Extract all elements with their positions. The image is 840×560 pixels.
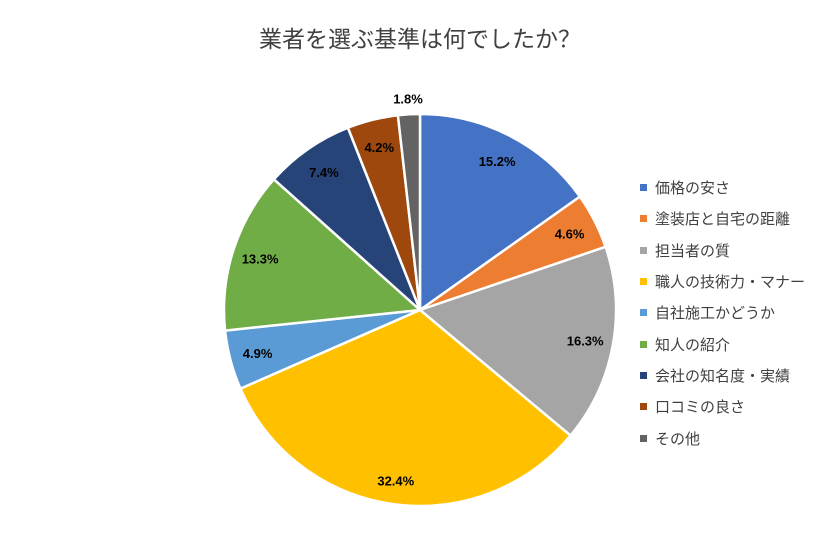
data-label: 4.2% — [364, 140, 394, 155]
legend-label: 自社施工かどうか — [655, 304, 776, 323]
legend-item: 口コミの良さ — [640, 391, 805, 422]
legend-label: 担当者の質 — [655, 241, 731, 260]
legend-swatch — [640, 246, 647, 254]
legend: 価格の安さ塗装店と自宅の距離 担当者の質職人の技術力・マナー 自社施工かどうか 知人の… — [640, 172, 805, 454]
legend-item: 知人の紹介 — [640, 328, 805, 359]
pie-slice — [222, 177, 423, 332]
data-label: 4.9% — [243, 346, 273, 361]
legend-item: 価格の安さ — [640, 172, 805, 203]
data-label: 15.2% — [479, 154, 516, 169]
data-label: 4.6% — [555, 227, 585, 242]
legend-item: その他 — [640, 422, 805, 453]
legend-label: 口コミの良さ — [655, 398, 746, 417]
legend-swatch — [640, 434, 647, 442]
data-label: 7.4% — [309, 165, 339, 180]
pie-slice — [396, 112, 422, 311]
legend-item: 担当者の質 — [640, 235, 805, 266]
data-label: 1.8% — [393, 91, 423, 106]
legend-label: その他 — [655, 429, 701, 448]
data-label: 32.4% — [377, 473, 414, 488]
data-label: 13.3% — [242, 251, 279, 266]
legend-swatch — [640, 309, 647, 317]
legend-swatch — [640, 184, 647, 192]
pie-slice — [417, 245, 618, 438]
legend-label: 会社の知名度・実績 — [655, 366, 791, 385]
legend-label: 塗装店と自宅の距離 — [655, 210, 791, 229]
legend-item: 塗装店と自宅の距離 — [640, 203, 805, 234]
legend-swatch — [640, 340, 647, 348]
legend-swatch — [640, 215, 647, 223]
legend-label: 職人の技術力・マナー — [655, 273, 806, 292]
pie-slice — [238, 308, 573, 508]
legend-swatch — [640, 371, 647, 379]
pie-slice — [418, 112, 582, 313]
legend-item: 職人の技術力・マナー — [640, 266, 805, 297]
legend-item: 会社の知名度・実績 — [640, 360, 805, 391]
chart-title: 業者を選ぶ基準は何でしたか？ — [259, 27, 581, 53]
legend-label: 知人の紹介 — [655, 335, 731, 354]
legend-swatch — [640, 403, 647, 411]
legend-item: 自社施工かどうか — [640, 297, 805, 328]
data-label: 16.3% — [567, 334, 604, 349]
legend-swatch — [640, 278, 647, 286]
legend-label: 価格の安さ — [655, 179, 731, 198]
